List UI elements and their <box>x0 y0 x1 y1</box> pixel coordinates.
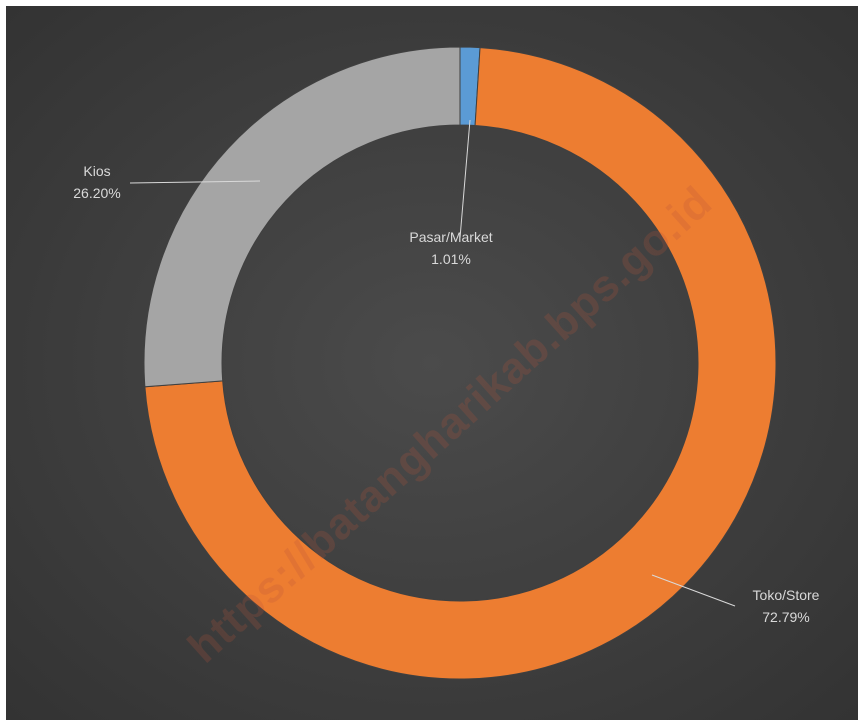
leader-line-0 <box>459 119 471 239</box>
slice-category-label: Pasar/Market <box>409 229 492 245</box>
leader-line-1 <box>651 574 736 607</box>
slice-kios <box>143 46 461 388</box>
labels-group: Pasar/Market 1.01% Toko/Store 72.79% Kios 26.… <box>73 163 819 625</box>
slice-toko-store <box>144 47 777 680</box>
slices-group <box>143 46 777 680</box>
slice-category-label: Kios <box>83 163 110 179</box>
slice-value-label: 26.20% <box>73 185 120 201</box>
slice-value-label: 1.01% <box>431 251 471 267</box>
slice-value-label: 72.79% <box>762 609 809 625</box>
slice-category-label: Toko/Store <box>753 587 820 603</box>
leader-line-2 <box>129 180 261 184</box>
leader-lines-group <box>129 119 736 607</box>
